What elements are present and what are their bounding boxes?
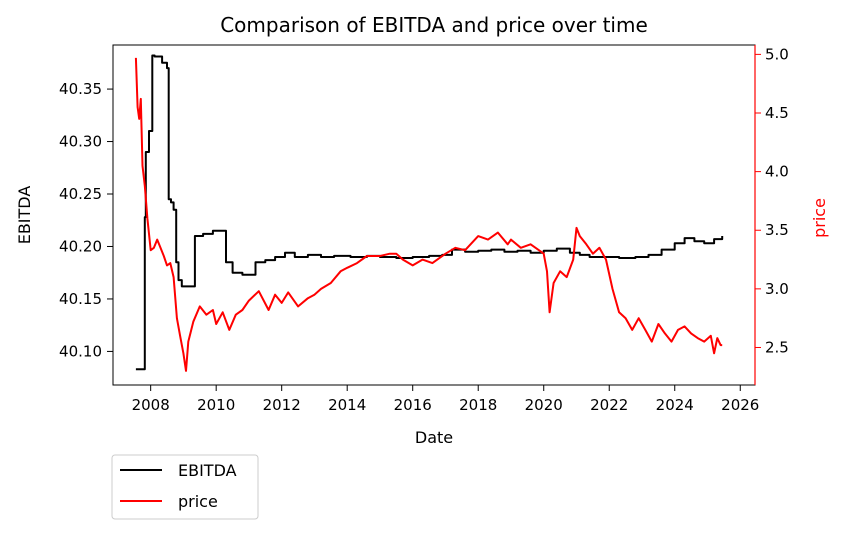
y-left-tick-label: 40.10 bbox=[59, 342, 102, 360]
y-left-tick-label: 40.25 bbox=[59, 185, 102, 203]
series-line-price bbox=[134, 57, 723, 372]
x-axis-ticks: 2008 2010 2012 2014 2016 2018 2020 2022 2024 2026 bbox=[132, 385, 759, 414]
x-tick-label: 2018 bbox=[459, 396, 497, 414]
y-right-tick-label: 3.5 bbox=[765, 221, 789, 239]
x-tick-label: 2010 bbox=[197, 396, 235, 414]
y-right-tick-label: 4.5 bbox=[765, 104, 789, 122]
y-left-tick-label: 40.15 bbox=[59, 290, 102, 308]
series-line-ebitda bbox=[135, 54, 724, 371]
x-tick-label: 2020 bbox=[525, 396, 563, 414]
y-right-tick-label: 3.0 bbox=[765, 280, 789, 298]
x-tick-label: 2026 bbox=[721, 396, 759, 414]
y-left-tick-label: 40.20 bbox=[59, 237, 102, 255]
x-tick-label: 2022 bbox=[590, 396, 628, 414]
x-tick-label: 2016 bbox=[394, 396, 432, 414]
y-right-tick-label: 4.0 bbox=[765, 163, 789, 181]
plot-area bbox=[112, 44, 756, 386]
y-left-tick-label: 40.35 bbox=[59, 80, 102, 98]
legend: EBITDA price bbox=[111, 454, 259, 520]
x-tick-label: 2008 bbox=[132, 396, 170, 414]
left-axis-ticks: 40.10 40.15 40.20 40.25 40.30 40.35 bbox=[59, 80, 113, 360]
y-axis-label-right: price bbox=[810, 198, 829, 238]
legend-label-price: price bbox=[178, 492, 218, 511]
y-right-tick-label: 2.5 bbox=[765, 338, 789, 356]
y-right-tick-label: 5.0 bbox=[765, 45, 789, 63]
y-left-tick-label: 40.30 bbox=[59, 133, 102, 151]
series-lines bbox=[134, 54, 724, 372]
x-tick-label: 2024 bbox=[656, 396, 694, 414]
legend-label-ebitda: EBITDA bbox=[178, 461, 237, 480]
x-axis-label: Date bbox=[415, 428, 453, 447]
right-axis-ticks: 2.5 3.0 3.5 4.0 4.5 5.0 bbox=[754, 45, 789, 385]
chart-title: Comparison of EBITDA and price over time bbox=[220, 13, 648, 37]
x-tick-label: 2012 bbox=[263, 396, 301, 414]
y-axis-label-left: EBITDA bbox=[15, 186, 34, 245]
x-tick-label: 2014 bbox=[328, 396, 366, 414]
